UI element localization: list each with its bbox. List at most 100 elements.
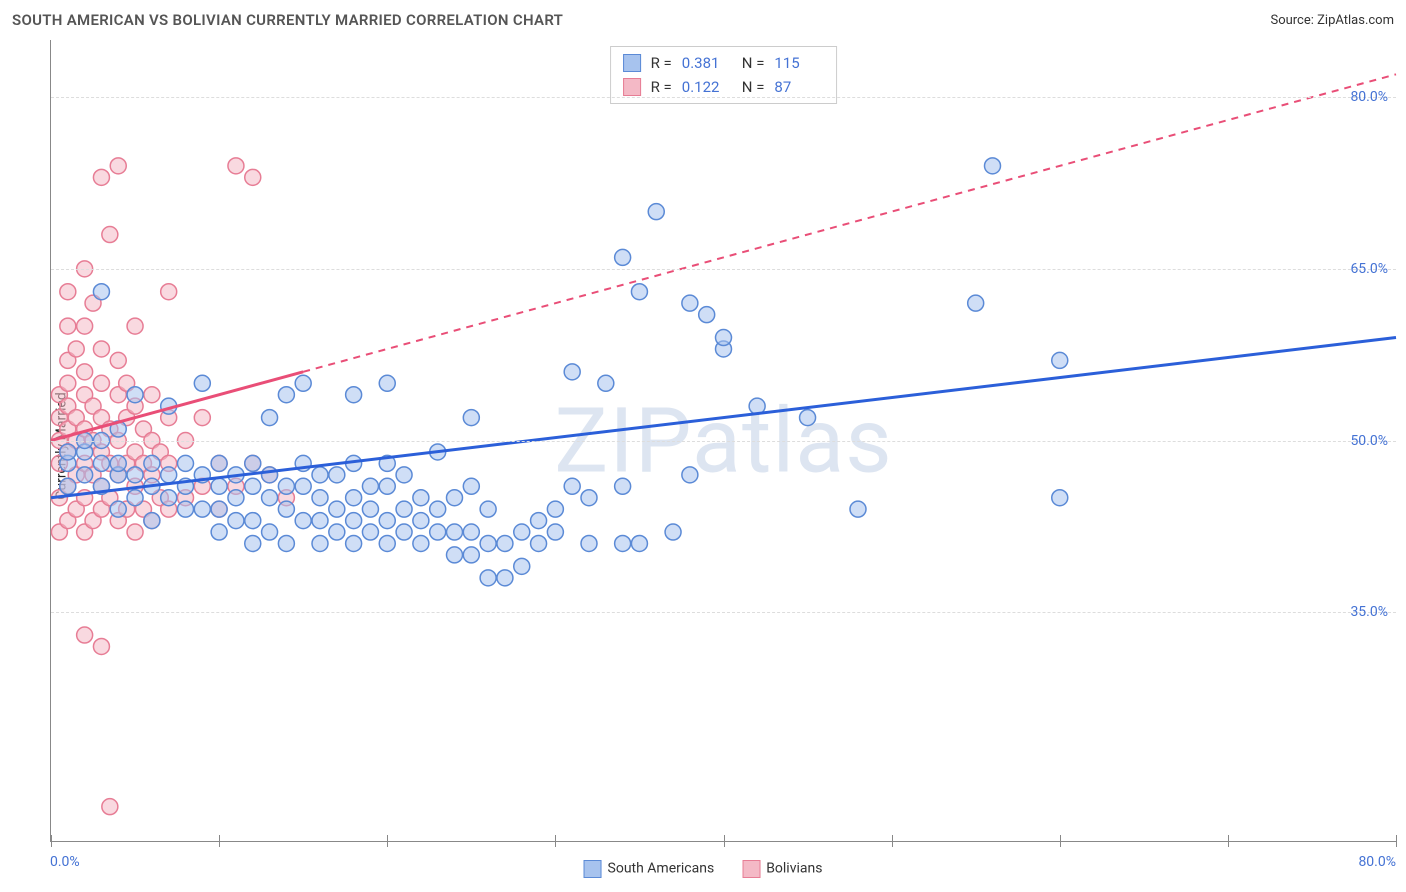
data-point	[178, 501, 194, 517]
data-point	[480, 535, 496, 551]
data-point	[60, 478, 76, 494]
x-tick	[555, 835, 556, 847]
stats-row: R =0.381N =115	[623, 51, 825, 75]
gridline	[51, 269, 1396, 270]
legend-item: South Americans	[584, 860, 715, 878]
stat-label: N =	[742, 51, 765, 75]
data-point	[194, 410, 210, 426]
data-point	[581, 535, 597, 551]
data-point	[262, 410, 278, 426]
data-point	[447, 547, 463, 563]
legend-swatch	[584, 860, 602, 878]
data-point	[665, 524, 681, 540]
gridline	[51, 97, 1396, 98]
data-point	[77, 364, 93, 380]
data-point	[850, 501, 866, 517]
data-point	[295, 478, 311, 494]
stat-n-value: 115	[774, 51, 824, 75]
data-point	[295, 375, 311, 391]
data-point	[682, 467, 698, 483]
data-point	[60, 284, 76, 300]
data-point	[127, 467, 143, 483]
gridline-label: 50.0%	[1350, 433, 1388, 449]
data-point	[430, 501, 446, 517]
stat-r-value: 0.381	[682, 51, 732, 75]
data-point	[312, 490, 328, 506]
data-point	[161, 284, 177, 300]
data-point	[1052, 352, 1068, 368]
data-point	[463, 547, 479, 563]
data-point	[514, 558, 530, 574]
gridline-label: 35.0%	[1350, 604, 1388, 620]
data-point	[463, 410, 479, 426]
data-point	[531, 513, 547, 529]
data-point	[362, 478, 378, 494]
data-point	[110, 158, 126, 174]
data-point	[396, 524, 412, 540]
data-point	[211, 455, 227, 471]
data-point	[110, 455, 126, 471]
data-point	[463, 524, 479, 540]
data-point	[699, 307, 715, 323]
data-point	[329, 524, 345, 540]
chart-plot-area: ZIPatlas R =0.381N =115R =0.122N =87 35.…	[50, 40, 1396, 842]
legend-label: Bolivians	[766, 861, 822, 877]
data-point	[144, 513, 160, 529]
stat-r-value: 0.122	[682, 75, 732, 99]
data-point	[379, 478, 395, 494]
data-point	[262, 467, 278, 483]
stat-label: R =	[651, 75, 672, 99]
data-point	[262, 524, 278, 540]
data-point	[312, 513, 328, 529]
data-point	[480, 570, 496, 586]
x-tick	[1396, 835, 1397, 847]
data-point	[396, 467, 412, 483]
data-point	[245, 478, 261, 494]
data-point	[60, 375, 76, 391]
data-point	[615, 249, 631, 265]
data-point	[968, 295, 984, 311]
x-axis-end-label: 80.0%	[1358, 854, 1396, 870]
data-point	[68, 341, 84, 357]
data-point	[93, 455, 109, 471]
data-point	[346, 387, 362, 403]
data-point	[531, 535, 547, 551]
x-tick	[892, 835, 893, 847]
data-point	[514, 524, 530, 540]
data-point	[615, 535, 631, 551]
data-point	[102, 227, 118, 243]
correlation-stats-box: R =0.381N =115R =0.122N =87	[610, 46, 838, 104]
data-point	[127, 387, 143, 403]
data-point	[77, 467, 93, 483]
data-point	[245, 169, 261, 185]
x-tick	[51, 835, 52, 847]
data-point	[211, 501, 227, 517]
data-point	[564, 478, 580, 494]
data-point	[211, 524, 227, 540]
data-point	[413, 490, 429, 506]
data-point	[598, 375, 614, 391]
data-point	[278, 535, 294, 551]
data-point	[447, 490, 463, 506]
data-point	[93, 638, 109, 654]
data-point	[110, 501, 126, 517]
data-point	[985, 158, 1001, 174]
data-point	[262, 490, 278, 506]
chart-title: SOUTH AMERICAN VS BOLIVIAN CURRENTLY MAR…	[12, 11, 563, 29]
data-point	[312, 535, 328, 551]
data-point	[329, 467, 345, 483]
data-point	[716, 330, 732, 346]
legend-swatch	[623, 54, 641, 72]
data-point	[278, 478, 294, 494]
data-point	[480, 501, 496, 517]
data-point	[144, 455, 160, 471]
data-point	[463, 478, 479, 494]
data-point	[178, 455, 194, 471]
data-point	[60, 444, 76, 460]
x-tick	[219, 835, 220, 847]
data-point	[77, 627, 93, 643]
data-point	[93, 375, 109, 391]
data-point	[547, 524, 563, 540]
data-point	[93, 169, 109, 185]
stat-n-value: 87	[774, 75, 824, 99]
